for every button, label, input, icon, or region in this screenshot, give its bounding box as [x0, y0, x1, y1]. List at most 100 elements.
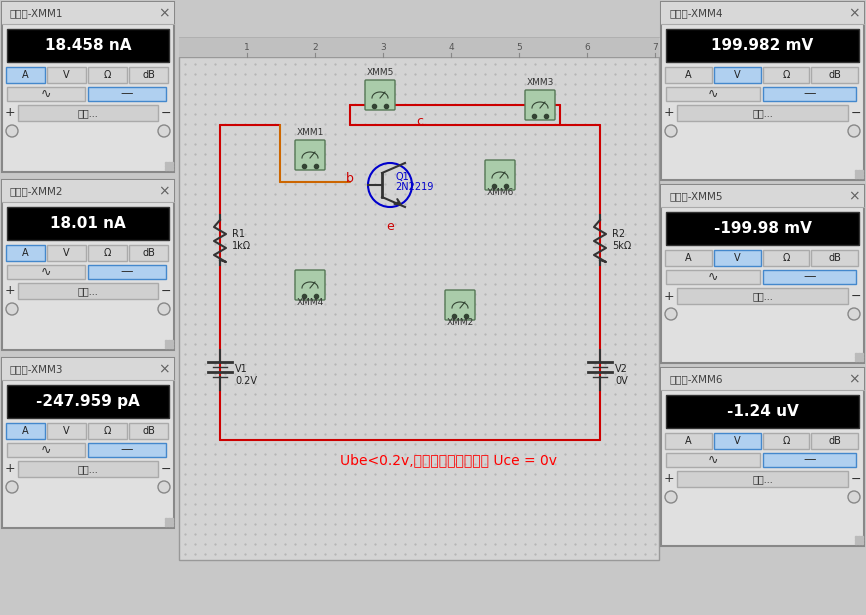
FancyBboxPatch shape	[6, 67, 45, 83]
Text: 万用表-XMM4: 万用表-XMM4	[669, 8, 722, 18]
FancyBboxPatch shape	[811, 433, 858, 449]
Text: V2
0V: V2 0V	[615, 364, 628, 386]
FancyBboxPatch shape	[762, 270, 856, 284]
FancyBboxPatch shape	[6, 245, 45, 261]
Text: dB: dB	[142, 426, 155, 436]
FancyBboxPatch shape	[2, 180, 174, 350]
FancyBboxPatch shape	[47, 423, 86, 439]
FancyBboxPatch shape	[762, 67, 809, 83]
Circle shape	[848, 308, 860, 320]
Text: Ube<0.2v,三极管处于截止状态 Uce = 0v: Ube<0.2v,三极管处于截止状态 Uce = 0v	[340, 453, 557, 467]
Text: Ω: Ω	[782, 436, 790, 446]
Text: Q1: Q1	[395, 172, 409, 182]
Text: 万用表-XMM2: 万用表-XMM2	[10, 186, 63, 196]
Text: 5: 5	[516, 42, 522, 52]
Text: XMM6: XMM6	[487, 188, 514, 197]
Text: —: —	[120, 443, 133, 456]
FancyBboxPatch shape	[666, 212, 859, 245]
FancyBboxPatch shape	[714, 433, 760, 449]
FancyBboxPatch shape	[661, 185, 864, 363]
Text: 3: 3	[380, 42, 386, 52]
Text: V: V	[63, 248, 70, 258]
FancyBboxPatch shape	[88, 265, 166, 279]
FancyBboxPatch shape	[129, 245, 168, 261]
Text: −: −	[161, 462, 171, 475]
Text: +: +	[663, 290, 675, 303]
Text: −: −	[850, 290, 862, 303]
Text: ∿: ∿	[41, 266, 51, 279]
FancyBboxPatch shape	[365, 80, 395, 110]
FancyBboxPatch shape	[295, 140, 325, 170]
Text: +: +	[663, 472, 675, 485]
FancyBboxPatch shape	[88, 67, 127, 83]
FancyBboxPatch shape	[7, 443, 85, 457]
Text: R1
1kΩ: R1 1kΩ	[232, 229, 251, 251]
Text: 18.458 nA: 18.458 nA	[45, 38, 132, 53]
FancyBboxPatch shape	[714, 250, 760, 266]
Text: ∿: ∿	[708, 87, 718, 100]
FancyBboxPatch shape	[661, 185, 864, 207]
Text: ×: ×	[848, 372, 860, 386]
FancyBboxPatch shape	[445, 290, 475, 320]
Text: +: +	[4, 106, 16, 119]
FancyBboxPatch shape	[661, 2, 864, 180]
Circle shape	[158, 481, 170, 493]
Text: +: +	[4, 285, 16, 298]
Text: +: +	[663, 106, 675, 119]
FancyBboxPatch shape	[2, 358, 174, 528]
Circle shape	[848, 125, 860, 137]
FancyBboxPatch shape	[811, 250, 858, 266]
FancyBboxPatch shape	[7, 265, 85, 279]
Text: 7: 7	[652, 42, 658, 52]
FancyBboxPatch shape	[47, 245, 86, 261]
Text: Ω: Ω	[104, 70, 111, 80]
Text: XMM5: XMM5	[366, 68, 394, 77]
FancyBboxPatch shape	[762, 433, 809, 449]
Text: ∿: ∿	[41, 443, 51, 456]
Text: Ω: Ω	[104, 248, 111, 258]
FancyBboxPatch shape	[811, 67, 858, 83]
FancyBboxPatch shape	[295, 270, 325, 300]
Text: —: —	[120, 87, 133, 100]
FancyBboxPatch shape	[677, 288, 848, 304]
FancyBboxPatch shape	[659, 0, 866, 615]
Text: XMM3: XMM3	[527, 78, 553, 87]
Text: ×: ×	[848, 6, 860, 20]
FancyBboxPatch shape	[666, 453, 759, 467]
FancyBboxPatch shape	[6, 423, 45, 439]
FancyBboxPatch shape	[485, 160, 515, 190]
Text: ∿: ∿	[41, 87, 51, 100]
Text: 设置...: 设置...	[753, 291, 772, 301]
FancyBboxPatch shape	[7, 29, 169, 62]
Circle shape	[6, 481, 18, 493]
FancyBboxPatch shape	[88, 443, 166, 457]
FancyBboxPatch shape	[665, 433, 712, 449]
Text: 万用表-XMM6: 万用表-XMM6	[669, 374, 722, 384]
FancyBboxPatch shape	[677, 105, 848, 121]
Text: V: V	[63, 70, 70, 80]
Text: Ω: Ω	[782, 253, 790, 263]
Text: A: A	[23, 248, 29, 258]
Text: ×: ×	[158, 184, 170, 198]
Text: 设置...: 设置...	[753, 474, 772, 484]
Text: 万用表-XMM3: 万用表-XMM3	[10, 364, 63, 374]
FancyBboxPatch shape	[666, 270, 759, 284]
Circle shape	[665, 125, 677, 137]
Text: -247.959 pA: -247.959 pA	[36, 394, 140, 409]
Text: −: −	[161, 285, 171, 298]
Text: V: V	[734, 436, 740, 446]
Text: e: e	[386, 220, 394, 233]
Circle shape	[665, 491, 677, 503]
Circle shape	[665, 308, 677, 320]
Circle shape	[158, 303, 170, 315]
Text: dB: dB	[142, 248, 155, 258]
FancyBboxPatch shape	[88, 423, 127, 439]
Text: XMM1: XMM1	[296, 128, 324, 137]
Text: −: −	[161, 106, 171, 119]
Text: 1: 1	[244, 42, 250, 52]
Text: —: —	[120, 266, 133, 279]
FancyBboxPatch shape	[18, 283, 158, 299]
FancyBboxPatch shape	[714, 67, 760, 83]
Text: 设置...: 设置...	[78, 108, 99, 118]
Text: -1.24 uV: -1.24 uV	[727, 404, 798, 419]
